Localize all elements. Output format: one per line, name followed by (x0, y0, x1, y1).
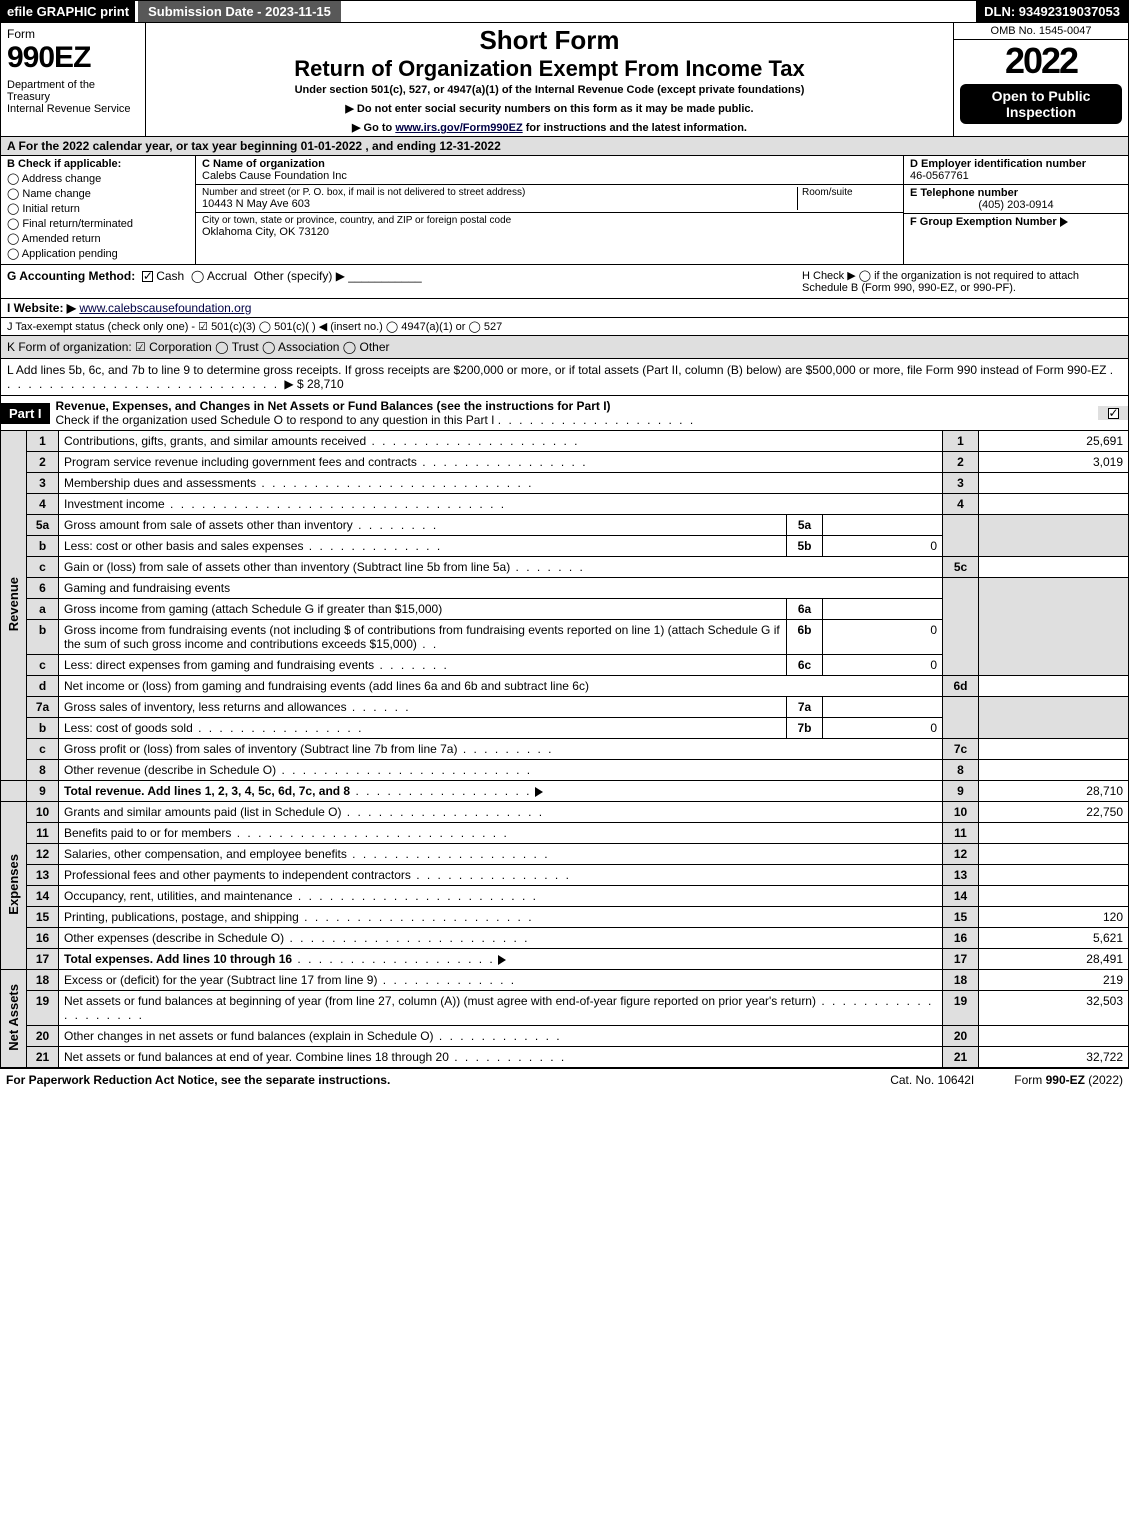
part-i-header: Part I Revenue, Expenses, and Changes in… (0, 396, 1129, 431)
amt-21: 32,722 (979, 1047, 1129, 1068)
subamt-6b: 0 (823, 620, 943, 655)
chk-application-pending[interactable]: ◯ Application pending (7, 247, 189, 260)
open-inspection-badge: Open to Public Inspection (960, 84, 1122, 124)
amt-15: 120 (979, 907, 1129, 928)
subtitle: Under section 501(c), 527, or 4947(a)(1)… (152, 84, 947, 96)
arrow-icon (1060, 217, 1068, 227)
line-l: L Add lines 5b, 6c, and 7b to line 9 to … (0, 359, 1129, 396)
part-i-title: Revenue, Expenses, and Changes in Net As… (56, 399, 611, 413)
chk-address-change[interactable]: ◯ Address change (7, 172, 189, 185)
line-k: K Form of organization: ☑ Corporation ◯ … (0, 336, 1129, 359)
return-title: Return of Organization Exempt From Incom… (152, 56, 947, 82)
line-a: A For the 2022 calendar year, or tax yea… (0, 137, 1129, 156)
f-label: F Group Exemption Number (910, 216, 1057, 228)
goto-post: for instructions and the latest informat… (526, 122, 747, 134)
room-label: Room/suite (802, 187, 897, 198)
org-name: Calebs Cause Foundation Inc (202, 170, 897, 182)
chk-name-change[interactable]: ◯ Name change (7, 187, 189, 200)
form-label: Form (7, 27, 139, 41)
dept-label: Department of the Treasury Internal Reve… (7, 79, 139, 115)
arrow-icon (498, 955, 506, 965)
part-i-label: Part I (1, 403, 50, 424)
goto-pre: ▶ Go to (352, 122, 395, 134)
page-footer: For Paperwork Reduction Act Notice, see … (0, 1068, 1129, 1091)
phone-value: (405) 203-0914 (910, 199, 1122, 211)
omb-number: OMB No. 1545-0047 (954, 23, 1128, 40)
amt-18: 219 (979, 970, 1129, 991)
ein-value: 46-0567761 (910, 170, 1122, 182)
c-city-label: City or town, state or province, country… (202, 215, 897, 226)
goto-line: ▶ Go to www.irs.gov/Form990EZ for instru… (152, 121, 947, 134)
subamt-7b: 0 (823, 718, 943, 739)
chk-final-return[interactable]: ◯ Final return/terminated (7, 217, 189, 230)
section-def: D Employer identification number 46-0567… (903, 156, 1128, 264)
chk-initial-return[interactable]: ◯ Initial return (7, 202, 189, 215)
warning-ssn: ▶ Do not enter social security numbers o… (152, 102, 947, 115)
line-a-text: A For the 2022 calendar year, or tax yea… (7, 139, 501, 153)
l-text: L Add lines 5b, 6c, and 7b to line 9 to … (7, 363, 1106, 377)
g-label: G Accounting Method: (7, 269, 135, 283)
tax-year: 2022 (954, 40, 1128, 82)
i-label: I Website: ▶ (7, 301, 76, 315)
footer-left: For Paperwork Reduction Act Notice, see … (6, 1073, 390, 1087)
footer-form: Form 990-EZ (2022) (1014, 1073, 1123, 1087)
org-street: 10443 N May Ave 603 (202, 198, 797, 210)
section-b: B Check if applicable: ◯ Address change … (1, 156, 196, 264)
part-i-sub: Check if the organization used Schedule … (56, 413, 495, 427)
line-j: J Tax-exempt status (check only one) - ☑… (0, 318, 1129, 336)
b-label: B Check if applicable: (7, 158, 189, 170)
l-amount: ▶ $ 28,710 (284, 377, 343, 391)
efile-label: efile GRAPHIC print (1, 1, 135, 22)
chk-amended-return[interactable]: ◯ Amended return (7, 232, 189, 245)
section-b-to-f: B Check if applicable: ◯ Address change … (0, 156, 1129, 265)
dln-label: DLN: 93492319037053 (976, 1, 1128, 22)
org-city: Oklahoma City, OK 73120 (202, 226, 897, 238)
submission-date: Submission Date - 2023-11-15 (138, 1, 341, 22)
top-bar: efile GRAPHIC print Submission Date - 20… (0, 0, 1129, 23)
arrow-icon (535, 787, 543, 797)
section-c: C Name of organization Calebs Cause Foun… (196, 156, 903, 264)
c-street-label: Number and street (or P. O. box, if mail… (202, 187, 797, 198)
amt-19: 32,503 (979, 991, 1129, 1026)
c-name-label: C Name of organization (202, 158, 897, 170)
lines-table: Revenue 1 Contributions, gifts, grants, … (0, 431, 1129, 1068)
e-label: E Telephone number (910, 187, 1122, 199)
amt-9: 28,710 (979, 781, 1129, 802)
footer-catno: Cat. No. 10642I (890, 1073, 974, 1087)
form-number: 990EZ (7, 41, 139, 75)
irs-link[interactable]: www.irs.gov/Form990EZ (395, 122, 522, 134)
line-g-h: G Accounting Method: Cash ◯ Accrual Othe… (0, 265, 1129, 299)
part-i-checkbox[interactable] (1108, 408, 1119, 419)
netassets-rotated: Net Assets (6, 984, 21, 1051)
h-text: H Check ▶ ◯ if the organization is not r… (802, 269, 1122, 294)
form-header: Form 990EZ Department of the Treasury In… (0, 23, 1129, 137)
amt-10: 22,750 (979, 802, 1129, 823)
d-label: D Employer identification number (910, 158, 1122, 170)
subamt-6c: 0 (823, 655, 943, 676)
line-i: I Website: ▶ www.calebscausefoundation.o… (0, 299, 1129, 318)
amt-17: 28,491 (979, 949, 1129, 970)
amt-1: 25,691 (979, 431, 1129, 452)
chk-cash[interactable] (142, 271, 153, 282)
expenses-rotated: Expenses (6, 854, 21, 915)
website-link[interactable]: www.calebscausefoundation.org (79, 301, 251, 315)
short-form-title: Short Form (152, 25, 947, 56)
subamt-5b: 0 (823, 536, 943, 557)
revenue-rotated: Revenue (6, 577, 21, 631)
amt-16: 5,621 (979, 928, 1129, 949)
amt-2: 3,019 (979, 452, 1129, 473)
